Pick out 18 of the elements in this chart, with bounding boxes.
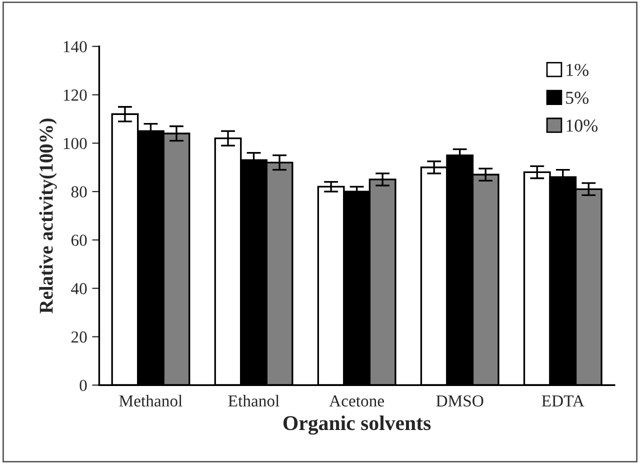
x-tick-label: EDTA [542, 395, 584, 406]
x-tick-label: DMSO [436, 395, 484, 407]
y-tick-label: 100 [64, 138, 87, 150]
x-tick-label: Acetone [329, 395, 384, 407]
legend-label: 1% [566, 64, 589, 76]
y-tick-label: 80 [71, 186, 87, 198]
y-axis-title: Relative activity(100%) [39, 118, 57, 314]
y-tick-label: 20 [71, 331, 87, 343]
y-tick-label: 40 [71, 283, 87, 294]
x-tick-label: Ethanol [228, 394, 280, 407]
y-tick-label: 60 [71, 234, 87, 246]
y-tick-label: 140 [64, 41, 87, 52]
y-tick-label: 120 [64, 89, 87, 101]
y-tick-label: 0 [80, 380, 87, 392]
legend-label: 10% [566, 120, 598, 132]
legend-label: 5% [566, 92, 589, 104]
x-axis-title: Organic solvents [283, 416, 431, 435]
x-tick-label: Methanol [119, 394, 182, 407]
